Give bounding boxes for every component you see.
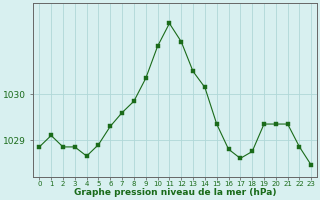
X-axis label: Graphe pression niveau de la mer (hPa): Graphe pression niveau de la mer (hPa) (74, 188, 276, 197)
